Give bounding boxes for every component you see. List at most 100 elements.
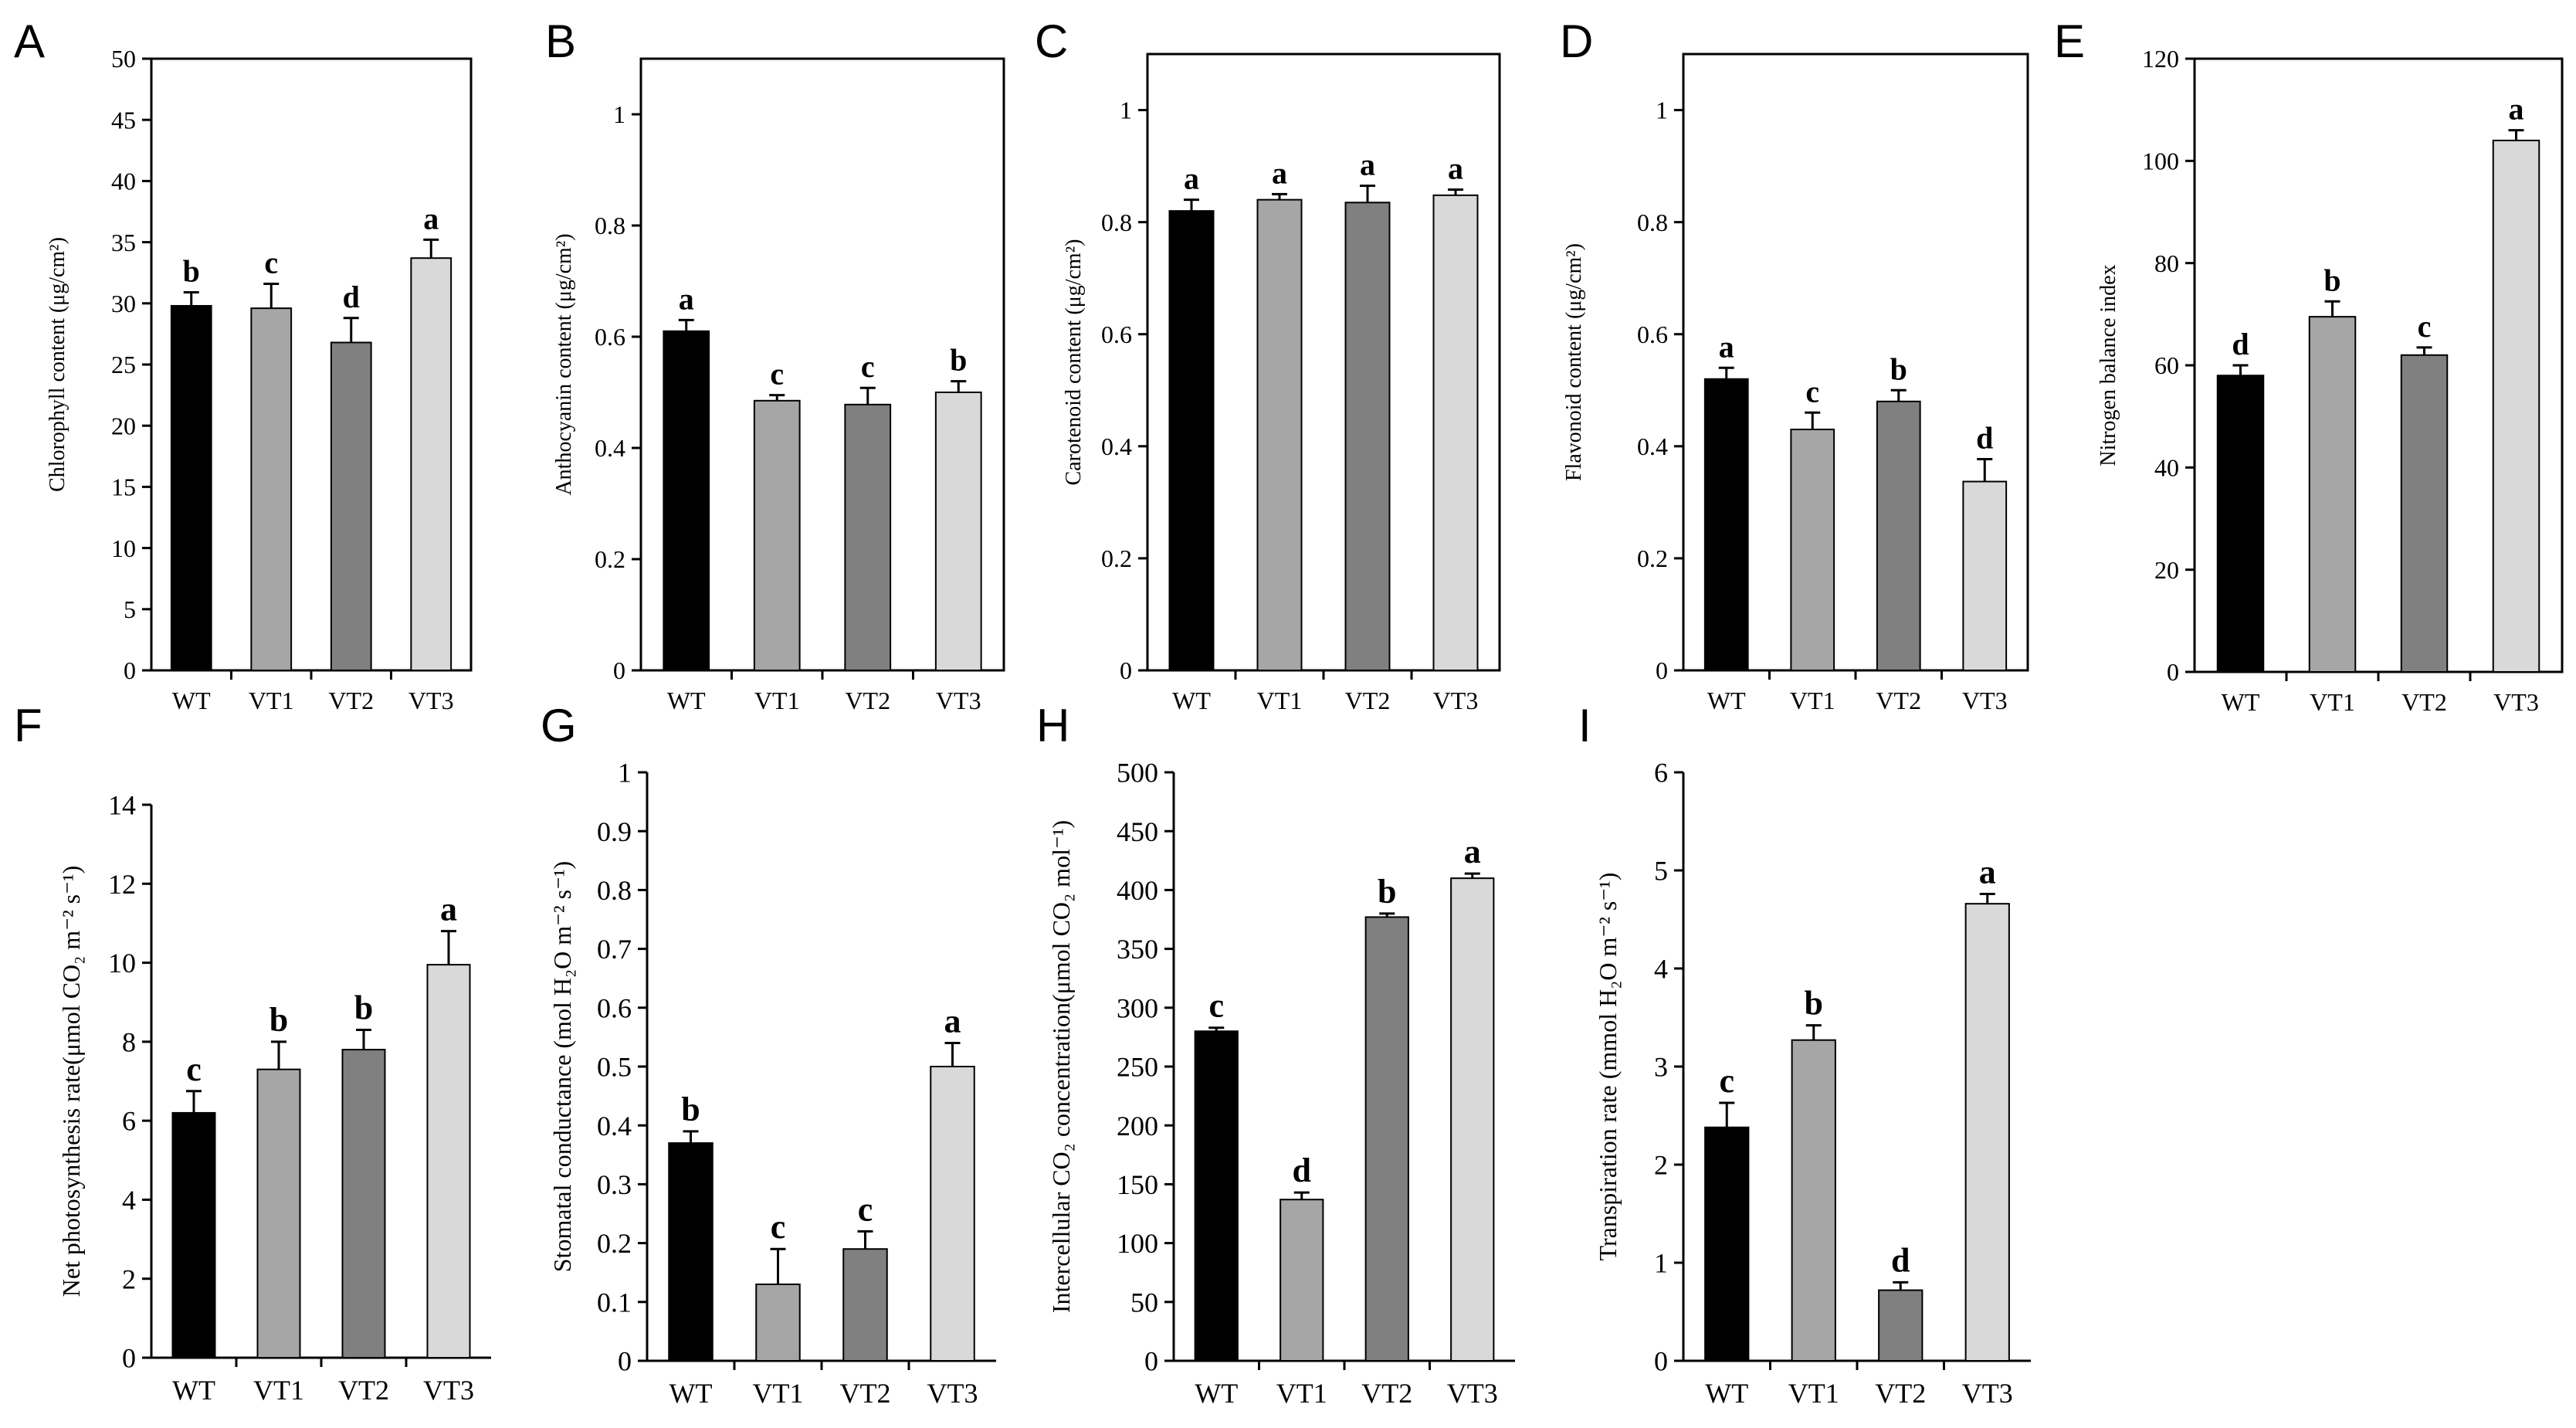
bar-vt2 bbox=[330, 341, 372, 671]
y-axis-label: Chlorophyll content (μg/cm²) bbox=[46, 237, 69, 492]
y-tick-label: 12 bbox=[108, 869, 136, 900]
x-tick-label: WT bbox=[172, 687, 211, 714]
bar-vt3 bbox=[426, 964, 471, 1358]
x-tick-label: VT3 bbox=[1433, 687, 1479, 714]
x-tick-label: WT bbox=[1195, 1378, 1238, 1409]
significance-letter: a bbox=[440, 890, 457, 928]
chart-panel-g: G 0 0.1 0.2 0.3 0.4 0.5 0.6 0.7 0.8 0.9 1 Stomatal c… bbox=[541, 700, 996, 1409]
significance-letter: d bbox=[1293, 1152, 1311, 1189]
significance-letter: a bbox=[1360, 147, 1375, 181]
y-tick-label: 450 bbox=[1117, 816, 1158, 847]
significance-letter: a bbox=[1979, 853, 1996, 890]
y-tick-label: 0 bbox=[618, 1346, 632, 1377]
y-tick-label: 0.6 bbox=[595, 323, 625, 351]
y-axis-label: Flavonoid content (μg/cm²) bbox=[1562, 243, 1586, 481]
y-tick-label: 0.2 bbox=[595, 545, 625, 573]
bar-vt2 bbox=[1364, 916, 1409, 1362]
x-tick-label: VT3 bbox=[2493, 688, 2539, 716]
y-tick-label: 40 bbox=[111, 168, 136, 195]
y-tick-label: 100 bbox=[1117, 1228, 1158, 1259]
y-tick-label: 120 bbox=[2142, 45, 2179, 73]
y-tick-label: 100 bbox=[2142, 148, 2179, 175]
significance-letter: c bbox=[771, 1208, 786, 1246]
significance-letter: d bbox=[2232, 327, 2249, 361]
bar-vt1 bbox=[1280, 1199, 1324, 1362]
y-axis-label: Intercellular CO₂ concentration(μmol CO₂… bbox=[1047, 820, 1075, 1313]
x-tick-label: VT3 bbox=[408, 687, 454, 714]
y-tick-label: 50 bbox=[111, 45, 136, 73]
panel-letter: H bbox=[1036, 700, 1069, 751]
y-tick-label: 0.8 bbox=[1637, 209, 1668, 236]
y-tick-label: 200 bbox=[1117, 1111, 1158, 1141]
y-tick-label: 0 bbox=[2167, 658, 2179, 686]
x-tick-label: VT1 bbox=[2310, 688, 2355, 716]
bar-vt2 bbox=[844, 403, 892, 672]
panel-letter: E bbox=[2054, 15, 2085, 67]
y-tick-label: 0.4 bbox=[1637, 432, 1668, 460]
bar-wt bbox=[1168, 210, 1215, 671]
y-tick-label: 2 bbox=[1654, 1150, 1668, 1181]
bar-vt1 bbox=[2308, 316, 2357, 673]
y-tick-label: 25 bbox=[111, 351, 136, 378]
y-axis-label: Stomatal conductance (mol H₂O m⁻² s⁻¹) bbox=[548, 861, 576, 1272]
bar-vt3 bbox=[1964, 903, 2010, 1362]
bar-vt1 bbox=[250, 307, 293, 671]
significance-letter: c bbox=[264, 245, 278, 280]
y-tick-label: 45 bbox=[111, 106, 136, 134]
y-tick-label: 0.7 bbox=[597, 934, 632, 965]
bar-wt bbox=[668, 1142, 713, 1362]
y-tick-label: 0 bbox=[1654, 1346, 1668, 1377]
x-tick-label: VT1 bbox=[1788, 1378, 1839, 1409]
y-tick-label: 80 bbox=[2154, 249, 2179, 277]
significance-letter: b bbox=[1890, 351, 1907, 386]
x-tick-label: VT2 bbox=[338, 1375, 389, 1406]
y-tick-label: 0 bbox=[1120, 656, 1132, 684]
x-tick-label: VT3 bbox=[936, 687, 981, 714]
significance-letter: a bbox=[423, 201, 439, 236]
y-tick-label: 4 bbox=[1654, 954, 1668, 985]
x-tick-label: VT1 bbox=[249, 687, 294, 714]
y-tick-label: 0.2 bbox=[597, 1228, 632, 1259]
x-tick-label: WT bbox=[669, 1378, 713, 1409]
panel-letter: B bbox=[545, 15, 576, 67]
y-tick-label: 150 bbox=[1117, 1169, 1158, 1200]
y-tick-label: 0.2 bbox=[1637, 544, 1668, 572]
bar-wt bbox=[1194, 1030, 1239, 1362]
y-tick-label: 6 bbox=[1654, 758, 1668, 789]
panel-letter: D bbox=[1560, 15, 1593, 67]
x-tick-label: VT1 bbox=[753, 1378, 804, 1409]
significance-letter: c bbox=[1208, 987, 1224, 1025]
y-tick-label: 0 bbox=[1144, 1346, 1158, 1377]
bar-vt1 bbox=[755, 1283, 801, 1362]
x-tick-label: VT1 bbox=[754, 687, 800, 714]
significance-letter: a bbox=[944, 1002, 961, 1040]
significance-letter: d bbox=[343, 280, 360, 314]
x-tick-label: WT bbox=[1707, 687, 1746, 714]
chart-panel-h: H 0 50 100 150 200 250 300 350 400 450 500 Intercell… bbox=[1036, 700, 1515, 1409]
bar-wt bbox=[170, 304, 212, 671]
panel-letter: C bbox=[1035, 15, 1068, 67]
bar-vt3 bbox=[1432, 194, 1479, 671]
y-tick-label: 0.4 bbox=[597, 1111, 632, 1141]
y-tick-label: 350 bbox=[1117, 934, 1158, 965]
x-tick-label: WT bbox=[1705, 1378, 1748, 1409]
x-tick-label: VT2 bbox=[2401, 688, 2447, 716]
significance-letter: a bbox=[1448, 151, 1463, 186]
chart-panel-a: A 0 5 10 15 20 25 30 35 40 45 50 Chlorophyll content… bbox=[14, 15, 473, 714]
y-axis-label: Transpiration rate (mmol H₂O m⁻² s⁻¹) bbox=[1594, 873, 1622, 1261]
y-tick-label: 10 bbox=[111, 534, 136, 562]
significance-letter: c bbox=[770, 357, 784, 392]
bar-vt1 bbox=[1256, 198, 1303, 672]
x-tick-label: VT1 bbox=[1790, 687, 1835, 714]
bar-vt1 bbox=[1790, 429, 1835, 672]
significance-letter: d bbox=[1976, 421, 1993, 456]
y-tick-label: 0.4 bbox=[595, 434, 625, 462]
y-tick-label: 1 bbox=[613, 100, 625, 128]
x-tick-label: VT2 bbox=[845, 687, 890, 714]
y-tick-label: 14 bbox=[108, 790, 136, 821]
bar-wt bbox=[663, 330, 710, 671]
y-tick-label: 2 bbox=[122, 1263, 136, 1294]
bar-vt2 bbox=[2400, 354, 2449, 673]
bar-vt2 bbox=[842, 1248, 888, 1362]
